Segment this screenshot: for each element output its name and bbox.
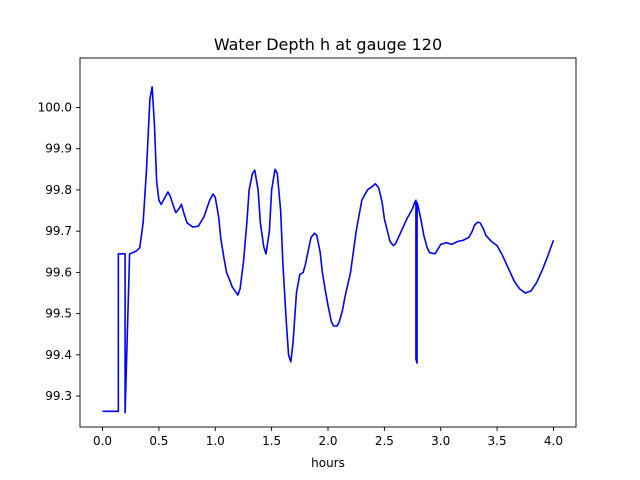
y-tick-label: 99.9 — [45, 142, 72, 156]
x-tick-label: 2.5 — [375, 434, 394, 448]
y-tick-label: 99.8 — [45, 183, 72, 197]
y-tick-label: 99.3 — [45, 389, 72, 403]
y-tick-label: 99.4 — [45, 348, 72, 362]
series-line-0 — [102, 86, 555, 414]
y-tick-label: 99.6 — [45, 265, 72, 279]
y-tick-label: 99.5 — [45, 307, 72, 321]
x-tick-label: 0.0 — [93, 434, 112, 448]
y-tick-label: 100.0 — [38, 100, 72, 114]
x-tick-label: 1.0 — [206, 434, 225, 448]
x-tick-label: 3.0 — [431, 434, 450, 448]
x-tick-label: 3.5 — [488, 434, 507, 448]
x-tick-label: 0.5 — [149, 434, 168, 448]
x-tick-label: 2.0 — [318, 434, 337, 448]
plot-area: 0.0 0.5 1.0 1.5 2.0 2.5 3.0 3.5 4.0 99.3 99.4 99.5 9… — [38, 57, 577, 448]
x-tick-label: 1.5 — [262, 434, 281, 448]
chart-title: Water Depth h at gauge 120 — [214, 35, 442, 54]
x-axis-label: hours — [311, 456, 345, 470]
y-tick-label: 99.7 — [45, 224, 72, 238]
x-tick-label: 4.0 — [544, 434, 563, 448]
